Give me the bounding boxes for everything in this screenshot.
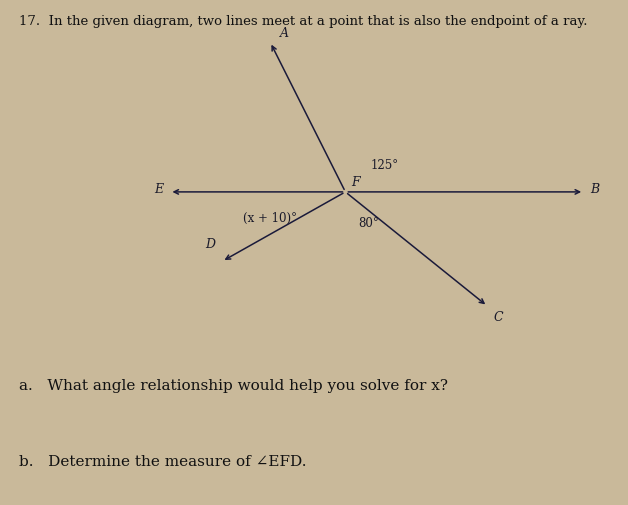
Text: E: E [154,183,163,196]
Text: b.   Determine the measure of ∠EFD.: b. Determine the measure of ∠EFD. [19,454,306,469]
Text: C: C [494,311,504,324]
Text: D: D [205,238,215,251]
Text: 80°: 80° [358,217,379,230]
Text: F: F [352,176,360,189]
Text: 125°: 125° [371,159,399,172]
Text: 17.  In the given diagram, two lines meet at a point that is also the endpoint o: 17. In the given diagram, two lines meet… [19,15,587,28]
Text: A: A [279,27,288,39]
Text: a.   What angle relationship would help you solve for x?: a. What angle relationship would help yo… [19,379,448,393]
Text: B: B [590,183,600,196]
Text: (x + 10)°: (x + 10)° [243,212,297,225]
